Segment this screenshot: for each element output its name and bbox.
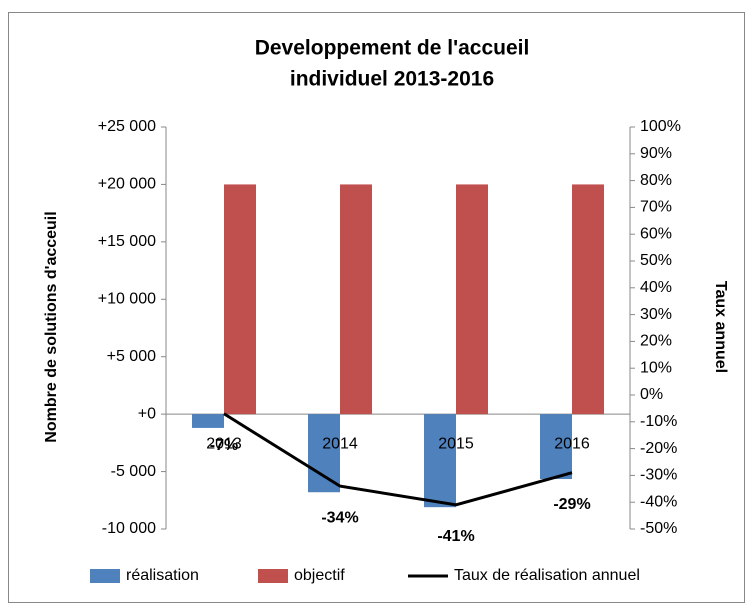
y2-tick-label: -30% bbox=[640, 467, 677, 484]
bar bbox=[340, 184, 372, 415]
y-tick-label: +15 000 bbox=[98, 233, 156, 250]
y-axis-label: Nombre de solutions d'acceuil bbox=[43, 211, 60, 442]
y2-tick-label: -50% bbox=[640, 520, 677, 537]
chart-title: individuel 2013-2016 bbox=[290, 68, 494, 91]
y2-tick-label: 70% bbox=[640, 199, 672, 216]
y-tick-label: +20 000 bbox=[98, 176, 156, 193]
data-label: -29% bbox=[553, 496, 590, 513]
bar bbox=[224, 184, 256, 415]
y2-axis-label: Taux annuel bbox=[712, 281, 729, 373]
legend-swatch bbox=[90, 569, 120, 583]
y2-tick-label: -20% bbox=[640, 440, 677, 457]
data-label: -41% bbox=[437, 528, 474, 545]
bar bbox=[540, 414, 572, 480]
bar bbox=[192, 414, 224, 428]
line bbox=[223, 412, 573, 507]
bar bbox=[308, 414, 340, 493]
y2-tick-label: 50% bbox=[640, 252, 672, 269]
legend-swatch bbox=[258, 569, 288, 583]
x-tick-label: 2014 bbox=[322, 435, 358, 452]
y-tick-label: +10 000 bbox=[98, 291, 156, 308]
y2-tick-label: 20% bbox=[640, 333, 672, 350]
y2-tick-label: 0% bbox=[640, 386, 663, 403]
legend-label: Taux de réalisation annuel bbox=[454, 567, 640, 584]
y2-tick-label: 60% bbox=[640, 225, 672, 242]
y-tick-label: -5 000 bbox=[111, 463, 156, 480]
bar bbox=[572, 184, 604, 415]
y2-tick-label: -40% bbox=[640, 493, 677, 510]
x-tick-label: 2013 bbox=[206, 435, 242, 452]
y2-tick-label: 90% bbox=[640, 145, 672, 162]
y2-tick-label: 100% bbox=[640, 118, 681, 135]
legend-label: réalisation bbox=[126, 567, 199, 584]
chart-border bbox=[8, 12, 745, 603]
x-tick-label: 2016 bbox=[554, 435, 590, 452]
data-label: -7% bbox=[210, 437, 238, 454]
y2-tick-label: 80% bbox=[640, 172, 672, 189]
bar bbox=[424, 414, 456, 508]
y-tick-label: +25 000 bbox=[98, 118, 156, 135]
y2-tick-label: 40% bbox=[640, 279, 672, 296]
data-label: -34% bbox=[321, 509, 358, 526]
y2-tick-label: 30% bbox=[640, 306, 672, 323]
y-tick-label: -10 000 bbox=[102, 520, 156, 537]
legend-label: objectif bbox=[294, 567, 345, 584]
bar bbox=[456, 184, 488, 415]
x-tick-label: 2015 bbox=[438, 435, 474, 452]
y2-tick-label: -10% bbox=[640, 413, 677, 430]
y2-tick-label: 10% bbox=[640, 359, 672, 376]
y-tick-label: +0 bbox=[138, 405, 156, 422]
chart-title: Developpement de l'accueil bbox=[255, 37, 530, 60]
y-tick-label: +5 000 bbox=[107, 348, 156, 365]
